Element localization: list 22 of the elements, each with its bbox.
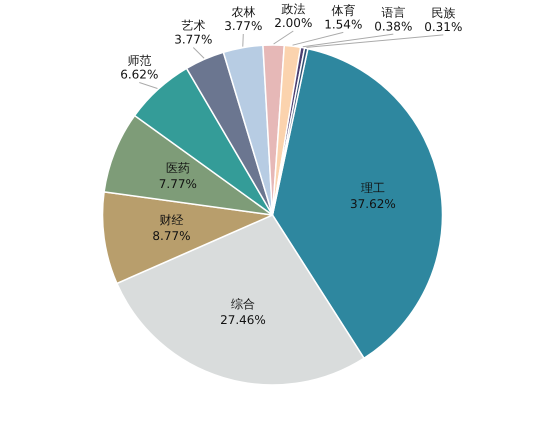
slice-label: 师范 (127, 54, 152, 68)
slice-label: 财经 (159, 213, 184, 228)
data-label: 37.62% (350, 196, 396, 211)
slice-label: 体育 (331, 3, 356, 18)
slice-label: 艺术 (181, 18, 206, 33)
data-label: 3.77% (174, 32, 212, 47)
data-label: 2.00% (274, 16, 312, 30)
data-label: 27.46% (220, 312, 266, 327)
slice-label: 医药 (166, 161, 190, 176)
data-label: 0.31% (424, 20, 462, 34)
data-label: 3.77% (224, 19, 262, 34)
slice-label: 民族 (431, 6, 456, 20)
slice-label: 语言 (381, 5, 406, 20)
slice-label: 政法 (281, 2, 306, 16)
data-label: 6.62% (120, 68, 158, 82)
data-label: 1.54% (324, 17, 362, 32)
data-label: 0.38% (374, 19, 412, 34)
slice-label: 理工 (360, 180, 385, 195)
slice-label: 农林 (231, 5, 256, 20)
slice-label: 综合 (230, 296, 255, 311)
data-label: 8.77% (152, 229, 191, 244)
data-label: 7.77% (158, 177, 197, 192)
